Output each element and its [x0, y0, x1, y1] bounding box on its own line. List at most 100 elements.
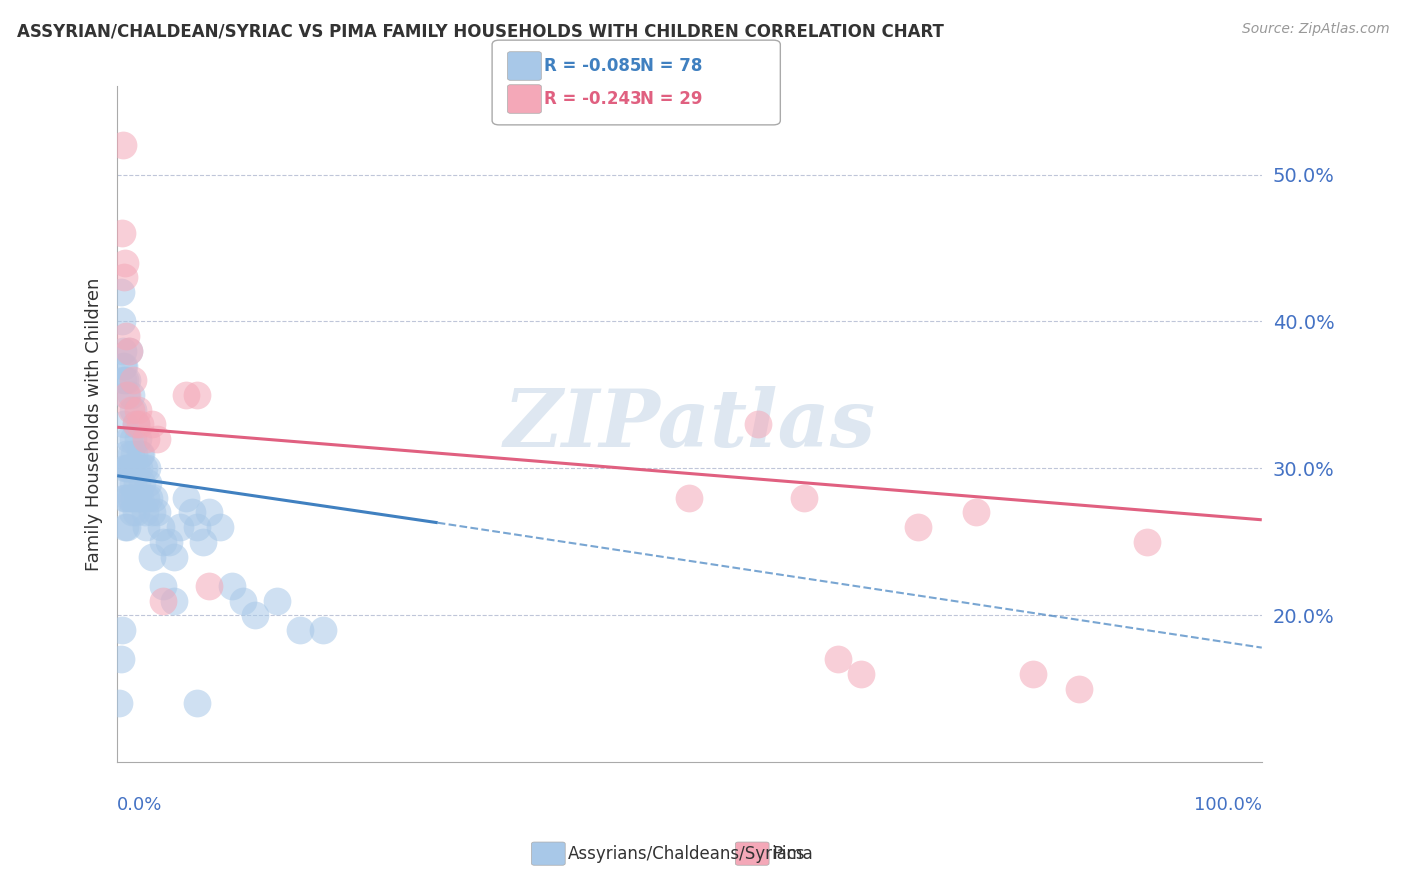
Point [131, 476, 153, 491]
Text: 0.0%: 0.0% [117, 796, 163, 814]
Point [121, 505, 143, 519]
Text: Assyrians/Chaldeans/Syriacs: Assyrians/Chaldeans/Syriacs [568, 845, 806, 863]
Text: 100.0%: 100.0% [1194, 796, 1261, 814]
Point [129, 447, 152, 461]
Point [117, 373, 139, 387]
Point [134, 505, 156, 519]
Point [127, 432, 149, 446]
Point [141, 549, 163, 564]
Point [122, 476, 145, 491]
Point [120, 388, 142, 402]
Point [115, 491, 138, 505]
Point [111, 314, 134, 328]
Point [122, 402, 145, 417]
Point [141, 505, 163, 519]
Point [129, 447, 152, 461]
Point [124, 461, 146, 475]
Point [125, 476, 148, 491]
Text: N = 78: N = 78 [640, 57, 702, 75]
Point [135, 520, 157, 534]
Point [163, 549, 186, 564]
Point [169, 520, 191, 534]
Point [827, 652, 849, 666]
Point [129, 417, 152, 432]
Point [117, 491, 139, 505]
Point [114, 373, 136, 387]
Point [1022, 667, 1045, 681]
Point [121, 461, 143, 475]
Point [186, 697, 208, 711]
Point [290, 623, 312, 637]
Point [1136, 534, 1159, 549]
Point [266, 593, 288, 607]
Point [186, 520, 208, 534]
Point [186, 388, 208, 402]
Point [124, 491, 146, 505]
Point [129, 491, 152, 505]
Point [110, 285, 132, 299]
Point [141, 417, 163, 432]
Point [118, 476, 141, 491]
Point [117, 343, 139, 358]
Point [136, 476, 159, 491]
Point [112, 417, 135, 432]
Point [117, 461, 139, 475]
Text: N = 29: N = 29 [640, 90, 702, 108]
Point [174, 388, 197, 402]
Point [232, 593, 254, 607]
Point [149, 520, 172, 534]
Y-axis label: Family Households with Children: Family Households with Children [86, 277, 103, 571]
Point [117, 432, 139, 446]
Point [152, 534, 174, 549]
Point [197, 579, 219, 593]
Point [115, 388, 138, 402]
Point [112, 270, 135, 285]
Point [849, 667, 872, 681]
Point [114, 520, 136, 534]
Point [128, 461, 150, 475]
Point [108, 697, 131, 711]
Point [117, 461, 139, 475]
Text: ZIPatlas: ZIPatlas [503, 385, 876, 463]
Point [243, 608, 266, 623]
Point [747, 417, 769, 432]
Point [127, 491, 149, 505]
Point [110, 652, 132, 666]
Text: Pima: Pima [772, 845, 813, 863]
Point [122, 432, 145, 446]
Point [221, 579, 243, 593]
Point [907, 520, 929, 534]
Point [111, 343, 134, 358]
Point [174, 491, 197, 505]
Point [146, 505, 169, 519]
Point [793, 491, 815, 505]
Point [111, 138, 134, 153]
Text: R = -0.243: R = -0.243 [544, 90, 643, 108]
Point [115, 329, 138, 343]
Point [122, 373, 145, 387]
Point [124, 417, 146, 432]
Text: Source: ZipAtlas.com: Source: ZipAtlas.com [1241, 22, 1389, 37]
Point [127, 402, 149, 417]
Point [112, 359, 135, 373]
Point [111, 227, 134, 241]
Point [152, 579, 174, 593]
Point [124, 505, 146, 519]
Text: ASSYRIAN/CHALDEAN/SYRIAC VS PIMA FAMILY HOUSEHOLDS WITH CHILDREN CORRELATION CHA: ASSYRIAN/CHALDEAN/SYRIAC VS PIMA FAMILY … [17, 22, 943, 40]
Point [191, 534, 214, 549]
Point [965, 505, 987, 519]
Point [124, 447, 146, 461]
Point [132, 461, 155, 475]
Point [120, 402, 142, 417]
Point [312, 623, 335, 637]
Point [209, 520, 232, 534]
Point [135, 491, 157, 505]
Point [117, 343, 139, 358]
Point [117, 520, 139, 534]
Point [111, 359, 134, 373]
Point [118, 461, 141, 475]
Point [180, 505, 202, 519]
Point [1067, 681, 1090, 696]
Point [120, 491, 142, 505]
Point [136, 461, 159, 475]
